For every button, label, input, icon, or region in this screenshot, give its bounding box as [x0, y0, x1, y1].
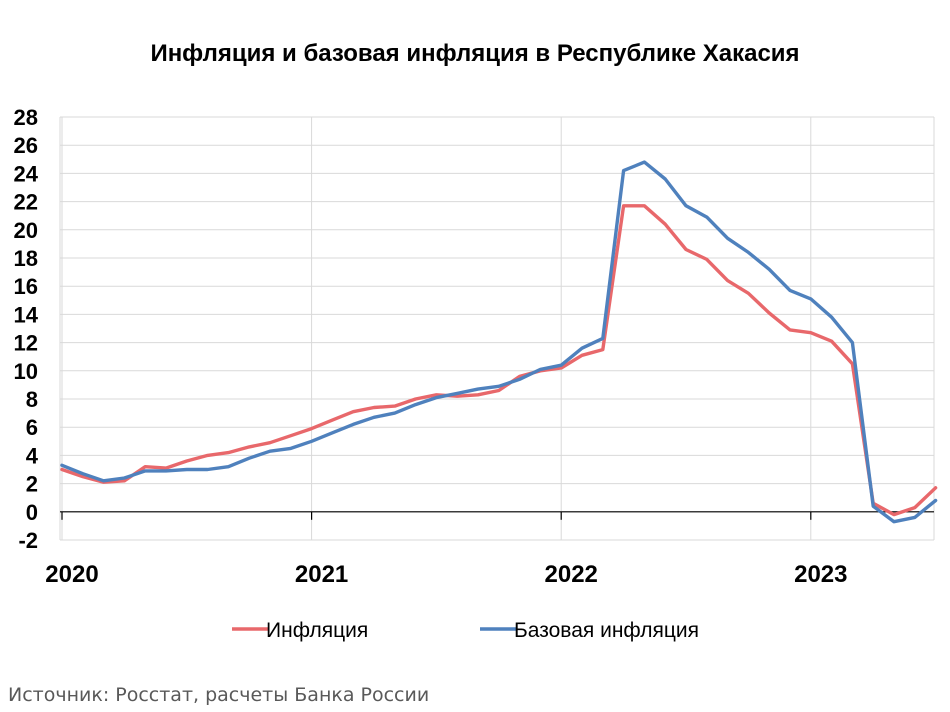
y-tick-label: 28 [14, 105, 38, 130]
x-tick-label: 2023 [794, 561, 847, 588]
y-tick-label: 8 [26, 387, 38, 412]
y-tick-label: 26 [14, 133, 38, 158]
series-line-1 [60, 204, 938, 517]
y-tick-label: 14 [14, 302, 39, 327]
series-line-2 [60, 160, 938, 524]
x-tick-label: 2021 [295, 561, 348, 588]
x-axis: 2020 2021 2022 2023 [45, 511, 934, 588]
y-tick-label: 6 [26, 415, 38, 440]
x-tick-label: 2020 [45, 561, 98, 588]
y-tick-label: 18 [14, 246, 38, 271]
series-lines [60, 160, 938, 524]
y-tick-label: -2 [18, 528, 38, 553]
legend-label-2: Базовая инфляция [514, 619, 699, 642]
y-tick-label: 4 [26, 443, 39, 468]
y-tick-label: 0 [26, 500, 38, 525]
y-tick-label: 12 [14, 331, 38, 356]
grid-lines [59, 116, 935, 541]
y-tick-label: 2 [26, 472, 38, 497]
y-tick-label: 24 [14, 161, 39, 186]
x-tick-label: 2022 [545, 561, 598, 588]
y-tick-label: 10 [14, 359, 38, 384]
y-tick-label: 22 [14, 190, 38, 215]
chart-title: Инфляция и базовая инфляция в Республике… [150, 40, 800, 67]
y-tick-label: 20 [14, 218, 38, 243]
source-note: Источник: Росстат, расчеты Банка России [8, 684, 430, 706]
legend: Инфляция Базовая инфляция [232, 619, 699, 642]
y-tick-label: 16 [14, 274, 38, 299]
legend-label-1: Инфляция [266, 619, 368, 642]
